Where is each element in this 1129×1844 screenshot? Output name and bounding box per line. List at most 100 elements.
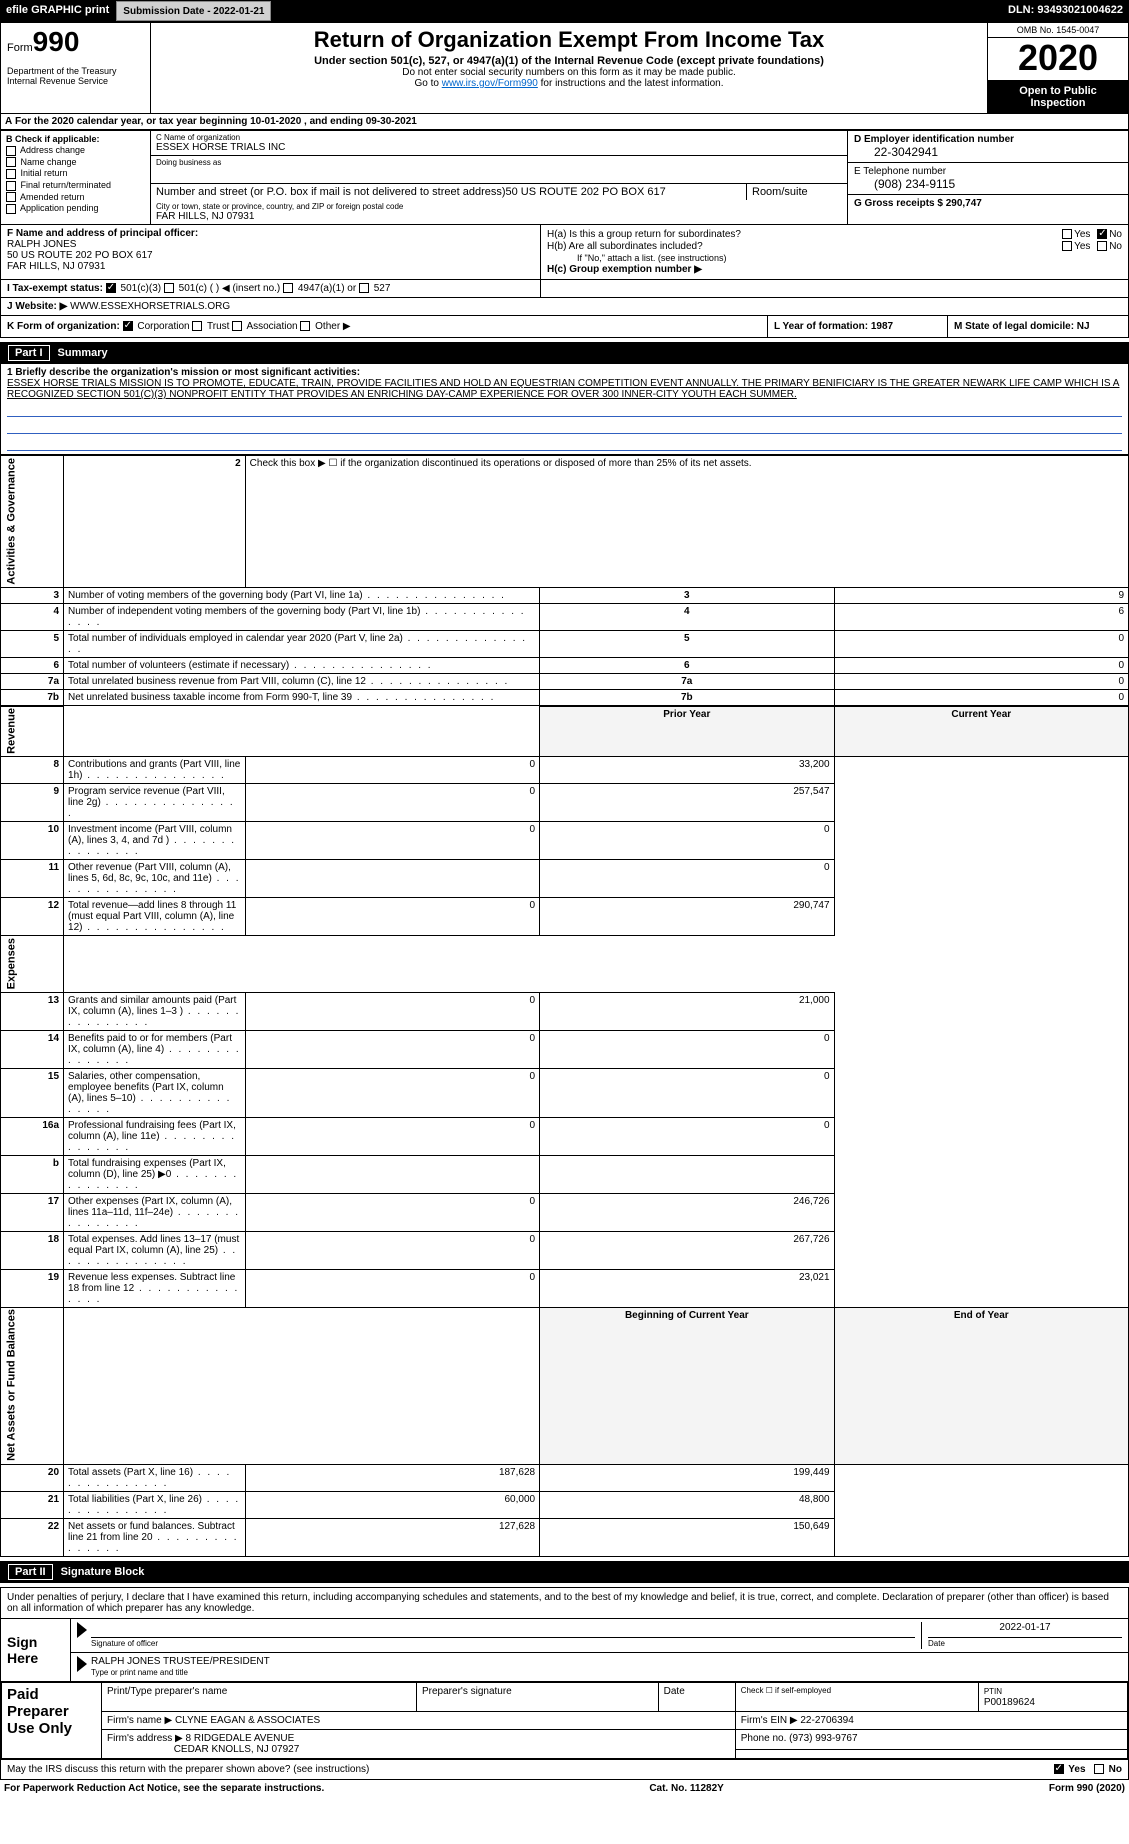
ha-no-checkbox[interactable] [1097,229,1107,239]
527-checkbox[interactable] [359,283,369,293]
open-inspection: Open to Public Inspection [988,81,1128,113]
officer-left: F Name and address of principal officer:… [1,225,541,279]
date-label: Date [928,1639,945,1648]
hc-right [541,280,553,297]
ptin-value: P00189624 [984,1697,1035,1708]
sign-here-label: Sign Here [1,1619,71,1681]
street-label: Number and street (or P.O. box if mail i… [156,186,506,198]
4947-checkbox[interactable] [283,283,293,293]
prep-h1: Print/Type preparer's name [102,1682,417,1711]
signature-line [91,1622,915,1638]
id-column: D Employer identification number22-30429… [848,131,1128,224]
form-ref: Form 990 (2020) [1049,1783,1125,1794]
other-checkbox[interactable] [300,321,310,331]
g-label: G Gross receipts $ 290,747 [854,198,982,209]
firm-ein: 22-2706394 [800,1715,853,1726]
officer-name: RALPH JONES [7,239,76,250]
sig-date: 2022-01-17 [928,1622,1122,1638]
website-value: WWW.ESSEXHORSETRIALS.ORG [70,301,230,312]
omb-number: OMB No. 1545-0047 [988,23,1128,38]
discuss-text: May the IRS discuss this return with the… [7,1764,369,1775]
officer-addr1: 50 US ROUTE 202 PO BOX 617 [7,250,153,261]
part2-no: Part II [8,1564,53,1580]
hb-yes-checkbox[interactable] [1062,241,1072,251]
submission-date-button[interactable]: Submission Date - 2022-01-21 [116,1,271,21]
efile-toolbar: efile GRAPHIC print Submission Date - 20… [0,0,1129,22]
form-id-block: Form990 Department of the Treasury Inter… [1,23,151,113]
eoy-head: End of Year [834,1307,1128,1464]
checkb-checkbox[interactable] [6,181,16,191]
part1-title: Summary [58,347,108,359]
name-label: Type or print name and title [91,1668,188,1677]
boc-head: Beginning of Current Year [540,1307,834,1464]
l-label: L Year of formation: 1987 [774,321,893,332]
sidebar-na: Net Assets or Fund Balances [1,1307,64,1464]
checkb-checkbox[interactable] [6,192,16,202]
mission-blank-line [7,403,1122,417]
line1-label: 1 Briefly describe the organization's mi… [7,367,360,378]
tax-year: 2020 [988,38,1128,81]
tax-exempt-row: I Tax-exempt status: 501(c)(3) 501(c) ( … [0,280,1129,298]
ha-yes-checkbox[interactable] [1062,229,1072,239]
i-label: I Tax-exempt status: [7,283,103,294]
d-label: D Employer identification number [854,134,1014,145]
mission-text: ESSEX HORSE TRIALS MISSION IS TO PROMOTE… [7,378,1119,400]
assoc-checkbox[interactable] [232,321,242,331]
corp-checkbox[interactable] [123,321,133,331]
f-label: F Name and address of principal officer: [7,228,198,239]
check-b-column: B Check if applicable: Address change Na… [1,131,151,224]
city-value: FAR HILLS, NJ 07931 [156,211,254,222]
ein-value: 22-3042941 [854,145,1122,159]
pra-notice: For Paperwork Reduction Act Notice, see … [4,1783,324,1794]
mission-blank-line [7,437,1122,451]
prep-h2: Preparer's signature [417,1682,659,1711]
form-number: 990 [33,26,80,57]
checkb-checkbox[interactable] [6,204,16,214]
firm-phone: (973) 993-9767 [789,1733,857,1744]
officer-signed-name: RALPH JONES TRUSTEE/PRESIDENT [91,1656,1122,1667]
part1-no: Part I [8,345,50,361]
m-label: M State of legal domicile: NJ [954,321,1090,332]
dln-label: DLN: 93493021004622 [1002,0,1129,22]
501c3-checkbox[interactable] [106,283,116,293]
checkb-checkbox[interactable] [6,169,16,179]
penalty-text: Under penalties of perjury, I declare th… [1,1588,1128,1619]
prep-h3: Date [658,1682,735,1711]
501c-checkbox[interactable] [164,283,174,293]
discuss-yes-checkbox[interactable] [1054,1764,1064,1774]
discuss-no-checkbox[interactable] [1094,1764,1104,1774]
year-block: OMB No. 1545-0047 2020 Open to Public In… [988,23,1128,113]
sidebar-rev: Revenue [1,706,64,757]
part2-title: Signature Block [61,1566,145,1578]
part1-header: Part I Summary [0,342,1129,364]
page-footer: For Paperwork Reduction Act Notice, see … [0,1780,1129,1797]
check-b-label: B Check if applicable: [6,134,145,144]
firm-name: CLYNE EAGAN & ASSOCIATES [175,1715,320,1726]
entity-block: B Check if applicable: Address change Na… [0,131,1129,225]
hc-label: H(c) Group exemption number ▶ [547,264,702,275]
firm-label: Firm's name ▶ [107,1715,172,1726]
mission-block: 1 Briefly describe the organization's mi… [0,364,1129,455]
org-column: C Name of organizationESSEX HORSE TRIALS… [151,131,848,224]
current-year-head: Current Year [834,706,1128,757]
form-word: Form [7,42,33,54]
prep-h5: PTIN [984,1687,1002,1696]
firm-addr1: 8 RIDGEDALE AVENUE [186,1733,295,1744]
org-name: ESSEX HORSE TRIALS INC [156,142,285,153]
irs-link[interactable]: www.irs.gov/Form990 [442,78,538,89]
prep-h4: Check ☐ if self-employed [735,1682,978,1711]
checkb-checkbox[interactable] [6,157,16,167]
k-label: K Form of organization: [7,321,120,332]
firm-addr2: CEDAR KNOLLS, NJ 07927 [174,1744,300,1755]
hb-no-checkbox[interactable] [1097,241,1107,251]
form-subtitle: Under section 501(c), 527, or 4947(a)(1)… [157,55,981,67]
room-label: Room/suite [752,186,808,198]
sidebar-ag: Activities & Governance [1,456,64,588]
c-label: C Name of organization [156,133,842,142]
signature-arrow-icon [77,1622,87,1638]
checkb-checkbox[interactable] [6,146,16,156]
name-arrow-icon [77,1656,87,1672]
ssn-warning: Do not enter social security numbers on … [157,67,981,78]
h-block: H(a) Is this a group return for subordin… [541,225,1128,279]
trust-checkbox[interactable] [192,321,202,331]
